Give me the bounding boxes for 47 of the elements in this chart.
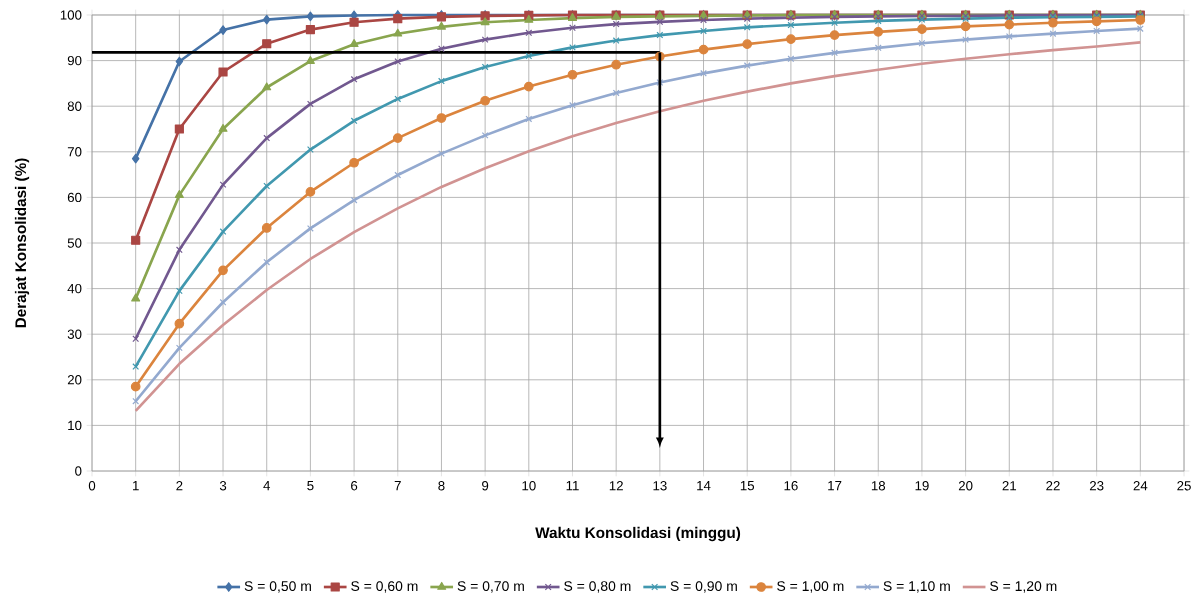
x-tick-label: 5 bbox=[307, 481, 314, 491]
x-tick-label: 6 bbox=[351, 481, 358, 491]
y-tick-label: 40 bbox=[67, 283, 82, 294]
x-tick-label: 15 bbox=[740, 481, 755, 491]
y-axis-title: Derajat Konsolidasi (%) bbox=[14, 158, 30, 328]
x-axis-title: Waktu Konsolidasi (minggu) bbox=[535, 526, 741, 542]
legend-label: S = 0,90 m bbox=[670, 581, 737, 593]
legend-label: S = 0,60 m bbox=[351, 581, 418, 593]
x-tick-label: 14 bbox=[697, 481, 711, 491]
legend-label: S = 0,70 m bbox=[457, 581, 524, 593]
x-tick-label: 24 bbox=[1133, 481, 1148, 491]
x-tick-label: 16 bbox=[784, 481, 798, 491]
y-tick-label: 70 bbox=[67, 147, 82, 157]
y-tick-label: 100 bbox=[60, 10, 82, 20]
legend-label: S = 1,00 m bbox=[777, 581, 844, 593]
y-tick-label: 30 bbox=[67, 329, 82, 339]
x-tick-label: 12 bbox=[609, 481, 623, 491]
y-tick-label: 90 bbox=[67, 55, 82, 66]
x-tick-label: 25 bbox=[1177, 481, 1191, 491]
y-tick-label: 0 bbox=[75, 466, 82, 476]
x-tick-label: 8 bbox=[438, 481, 445, 491]
x-tick-label: 9 bbox=[482, 481, 489, 491]
y-tick-label: 10 bbox=[68, 420, 82, 431]
legend-label: S = 0,80 m bbox=[564, 581, 631, 593]
x-tick-label: 21 bbox=[1002, 481, 1017, 491]
x-tick-label: 3 bbox=[219, 481, 227, 491]
x-tick-label: 13 bbox=[653, 481, 667, 491]
x-tick-label: 18 bbox=[871, 481, 886, 491]
x-tick-label: 20 bbox=[958, 481, 973, 491]
x-tick-label: 0 bbox=[88, 481, 96, 491]
x-tick-label: 11 bbox=[566, 481, 579, 491]
x-tick-label: 2 bbox=[176, 481, 183, 491]
legend-label: S = 1,10 m bbox=[883, 581, 950, 593]
x-tick-label: 4 bbox=[263, 481, 271, 491]
y-tick-label: 50 bbox=[67, 238, 82, 248]
x-tick-label: 22 bbox=[1046, 481, 1060, 491]
x-tick-label: 1 bbox=[133, 481, 139, 491]
x-tick-label: 23 bbox=[1089, 481, 1104, 491]
y-tick-label: 20 bbox=[67, 375, 82, 385]
x-tick-label: 7 bbox=[394, 481, 401, 491]
legend-label: S = 1,20 m bbox=[990, 581, 1057, 593]
x-tick-label: 10 bbox=[522, 481, 536, 491]
legend-label: S = 0,50 m bbox=[244, 581, 311, 593]
x-tick-label: 19 bbox=[915, 481, 929, 491]
y-tick-label: 60 bbox=[67, 192, 82, 203]
y-tick-label: 80 bbox=[67, 101, 82, 111]
x-tick-label: 17 bbox=[828, 481, 842, 491]
